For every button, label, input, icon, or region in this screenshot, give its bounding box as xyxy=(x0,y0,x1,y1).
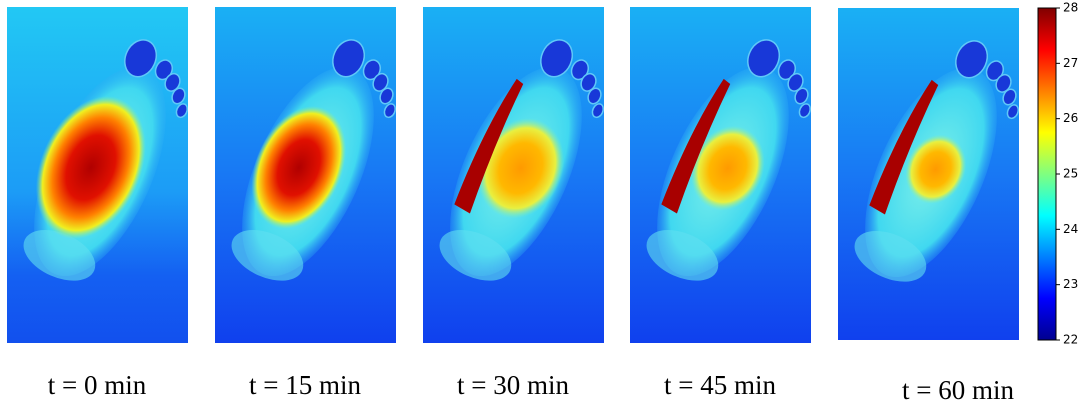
colorbar-tick-label: 23 xyxy=(1063,277,1078,291)
time-label: t = 0 min xyxy=(48,370,147,400)
foot xyxy=(646,39,811,281)
toe xyxy=(1002,88,1017,106)
colorbar-tick-label: 28 xyxy=(1063,1,1078,15)
foot xyxy=(23,39,188,281)
time-label: t = 30 min xyxy=(457,370,569,400)
heel-glow xyxy=(23,229,96,281)
toe xyxy=(124,39,158,78)
toe xyxy=(175,103,188,119)
toe xyxy=(154,59,174,81)
toe xyxy=(787,72,804,92)
toe xyxy=(570,59,590,81)
heel-glow xyxy=(231,229,304,281)
toe xyxy=(372,72,389,92)
hot-edge xyxy=(869,79,939,215)
thermal-image xyxy=(215,7,396,343)
time-label: t = 60 min xyxy=(902,375,1014,405)
toe xyxy=(332,39,366,78)
colorbar-tick-label: 26 xyxy=(1063,111,1078,125)
hot-region xyxy=(35,96,146,239)
time-label: t = 45 min xyxy=(664,370,776,400)
colorbar xyxy=(1037,7,1057,341)
toe xyxy=(362,59,382,81)
colorbar-tick-label: 25 xyxy=(1063,167,1078,181)
thermal-image xyxy=(838,8,1019,340)
toe xyxy=(1006,104,1019,120)
toe xyxy=(383,103,396,119)
toe xyxy=(794,87,809,105)
colorbar-tick-label: 24 xyxy=(1063,222,1078,236)
toe xyxy=(540,39,574,78)
hot-region xyxy=(251,106,347,229)
toe xyxy=(798,103,811,119)
heel-glow xyxy=(854,230,927,282)
toe xyxy=(955,40,989,79)
toe xyxy=(747,39,781,78)
hot-edge xyxy=(661,78,731,214)
thermal-image xyxy=(423,7,604,343)
colorbar-tick-label: 27 xyxy=(1063,56,1078,70)
toe xyxy=(580,72,597,92)
toe xyxy=(171,87,186,105)
heel-glow xyxy=(439,229,512,281)
toe xyxy=(587,87,602,105)
hot-edge xyxy=(454,78,524,214)
toe xyxy=(591,103,604,119)
toe xyxy=(985,60,1005,82)
foot xyxy=(854,40,1019,282)
foot xyxy=(439,39,604,281)
thermal-image xyxy=(630,7,811,343)
warm-region xyxy=(477,117,565,219)
warm-region xyxy=(905,134,967,204)
thermal-image xyxy=(7,7,188,343)
heel-glow xyxy=(646,229,719,281)
foot xyxy=(231,39,396,281)
toe xyxy=(379,87,394,105)
warm-region xyxy=(690,125,765,211)
toe xyxy=(777,59,797,81)
toe xyxy=(164,72,181,92)
colorbar-tick-label: 22 xyxy=(1063,333,1078,347)
toe xyxy=(995,73,1012,93)
time-label: t = 15 min xyxy=(249,370,361,400)
